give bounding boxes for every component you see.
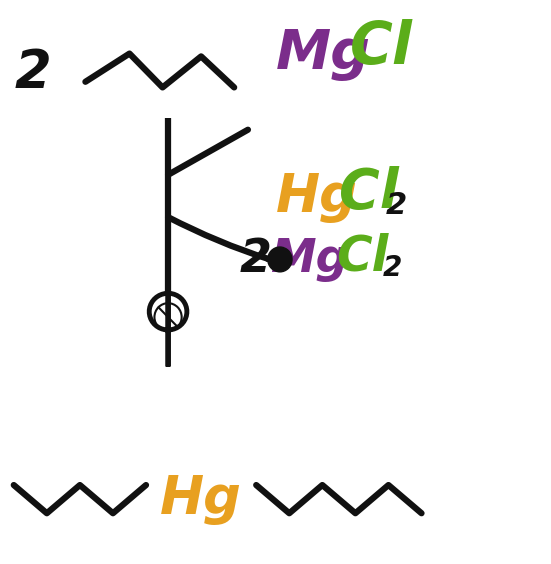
Text: 2: 2 bbox=[15, 47, 51, 99]
Text: 2: 2 bbox=[240, 237, 272, 282]
Text: Cl: Cl bbox=[339, 166, 398, 220]
Text: 2: 2 bbox=[386, 191, 407, 221]
Text: Cl: Cl bbox=[336, 232, 388, 281]
Circle shape bbox=[268, 247, 292, 272]
Text: Mg: Mg bbox=[276, 27, 370, 81]
Text: 2: 2 bbox=[383, 254, 402, 282]
Text: Mg: Mg bbox=[270, 237, 348, 282]
Text: Hg: Hg bbox=[160, 473, 242, 525]
Text: Hg: Hg bbox=[276, 171, 358, 223]
Text: Cl: Cl bbox=[350, 19, 413, 77]
